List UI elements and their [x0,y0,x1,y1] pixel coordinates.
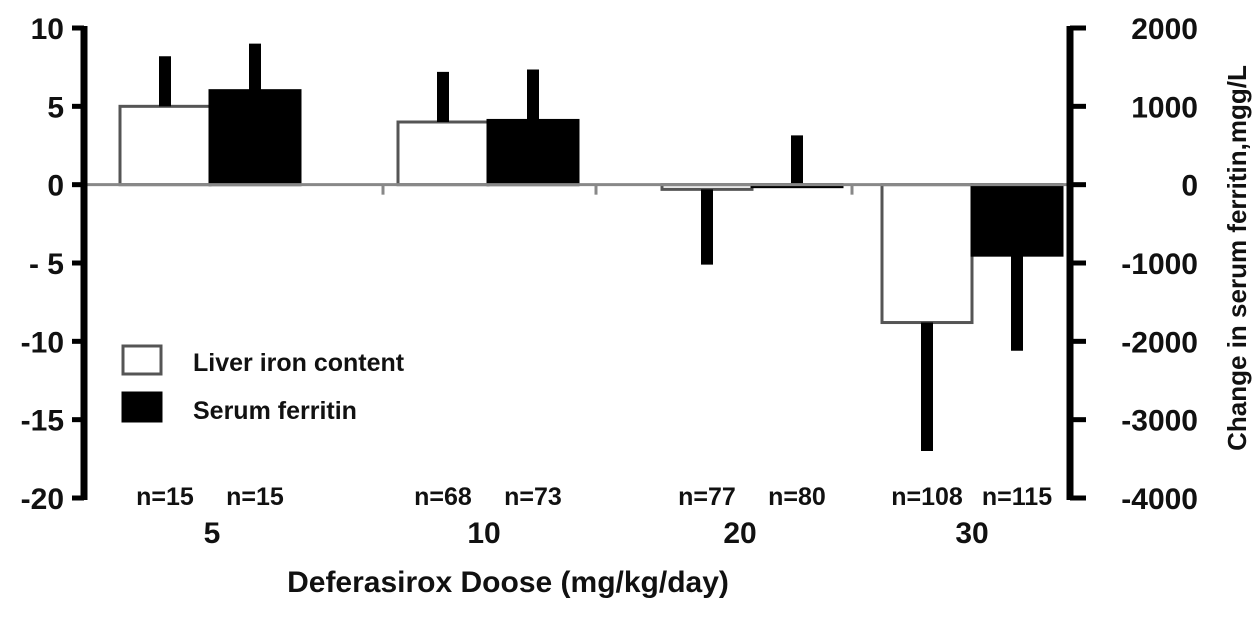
x-category-label: 20 [723,517,756,550]
right-y-tick-label: 0 [1181,170,1198,203]
sample-size-label: n=115 [982,483,1052,511]
right-y-tick-label: 1000 [1131,91,1198,124]
legend: Liver iron content Serum ferritin [121,344,405,425]
bar-liver-iron-30 [880,183,974,325]
legend-label-liver-iron: Liver iron content [193,349,405,377]
left-y-tick-label: - 5 [29,248,64,281]
sample-size-label: n=108 [891,483,963,511]
legend-label-serum-ferritin: Serum ferritin [193,397,357,425]
text-layer: Deferasirox Doose (mg/kg/day) Change in … [21,13,1252,599]
left-y-tick-label: -15 [21,405,64,438]
right-y-tick-label: -4000 [1121,483,1198,516]
right-y-tick-label: -3000 [1121,405,1198,438]
sample-size-label: n=15 [226,483,284,511]
left-y-tick-label: -20 [21,483,64,516]
left-y-tick-label: 5 [47,91,64,124]
right-y-tick-label: -2000 [1121,326,1198,359]
right-y-tick-label: 2000 [1131,13,1198,46]
bars-layer [118,43,1064,451]
bar-serum-ferritin-30 [970,183,1064,257]
left-y-tick-label: 10 [31,13,64,46]
left-y-tick-label: 0 [47,170,64,203]
x-category-label: 5 [204,517,221,550]
left-y-tick-label: -10 [21,326,64,359]
bar-liver-iron-5 [118,104,212,187]
bar-liver-iron-10 [396,120,490,187]
axes-layer [72,25,1086,501]
sample-size-label: n=68 [414,483,472,511]
right-y-tick-label: -1000 [1121,248,1198,281]
bar-serum-ferritin-5 [208,89,302,187]
right-y-axis-label: Change in serum ferritin,mgg/L [1222,65,1252,451]
legend-swatch-serum-ferritin [121,391,163,423]
sample-size-label: n=80 [768,483,826,511]
x-category-label: 10 [467,517,500,550]
sample-size-label: n=77 [678,483,736,511]
legend-swatch-liver-iron [121,344,163,376]
x-category-label: 30 [955,517,988,550]
bar-serum-ferritin-10 [486,118,580,187]
x-axis-label: Deferasirox Doose (mg/kg/day) [287,566,729,599]
sample-size-label: n=15 [136,483,194,511]
sample-size-label: n=73 [504,483,562,511]
